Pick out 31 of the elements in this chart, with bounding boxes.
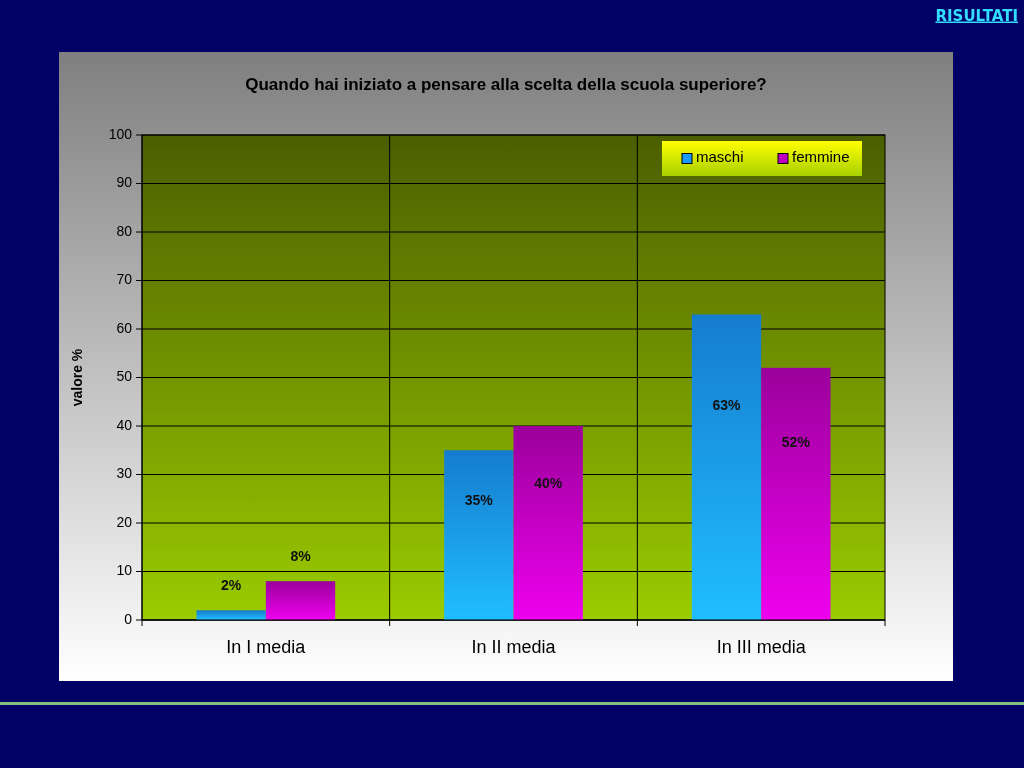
y-tick-label: 20	[116, 513, 133, 530]
y-tick-label: 80	[116, 222, 133, 239]
y-tick-label: 30	[116, 465, 133, 482]
legend-label: femmine	[792, 148, 850, 166]
y-tick-label: 70	[116, 271, 133, 288]
x-tick-label: In I media	[226, 636, 307, 657]
text: RISULTATI	[935, 6, 1018, 25]
bar	[196, 610, 266, 620]
data-label: 2%	[221, 577, 242, 593]
y-tick-label: 0	[124, 610, 133, 627]
y-tick-label: 40	[116, 416, 133, 433]
bar	[761, 367, 831, 620]
data-label: 8%	[290, 547, 312, 564]
bar	[691, 314, 762, 620]
x-tick-label: In II media	[471, 636, 557, 657]
bar	[444, 450, 514, 620]
y-tick-label: 90	[116, 174, 133, 191]
x-tick-label: In III media	[716, 636, 807, 657]
data-label: 52%	[781, 434, 811, 451]
data-label: 63%	[712, 396, 742, 413]
bar	[513, 426, 583, 620]
y-tick-label: 10	[116, 562, 133, 579]
legend-label: maschi	[696, 148, 744, 166]
y-tick-label: 60	[116, 319, 133, 336]
chart-title: Quando hai iniziato a pensare alla scelta della scuola superiore?	[245, 75, 767, 95]
y-tick-label: 50	[116, 368, 133, 385]
bar	[265, 581, 336, 620]
y-axis-title: valore %	[68, 348, 85, 407]
data-label: 35%	[464, 491, 494, 508]
data-label: 40%	[534, 474, 563, 491]
y-tick-label: 100	[108, 125, 133, 142]
